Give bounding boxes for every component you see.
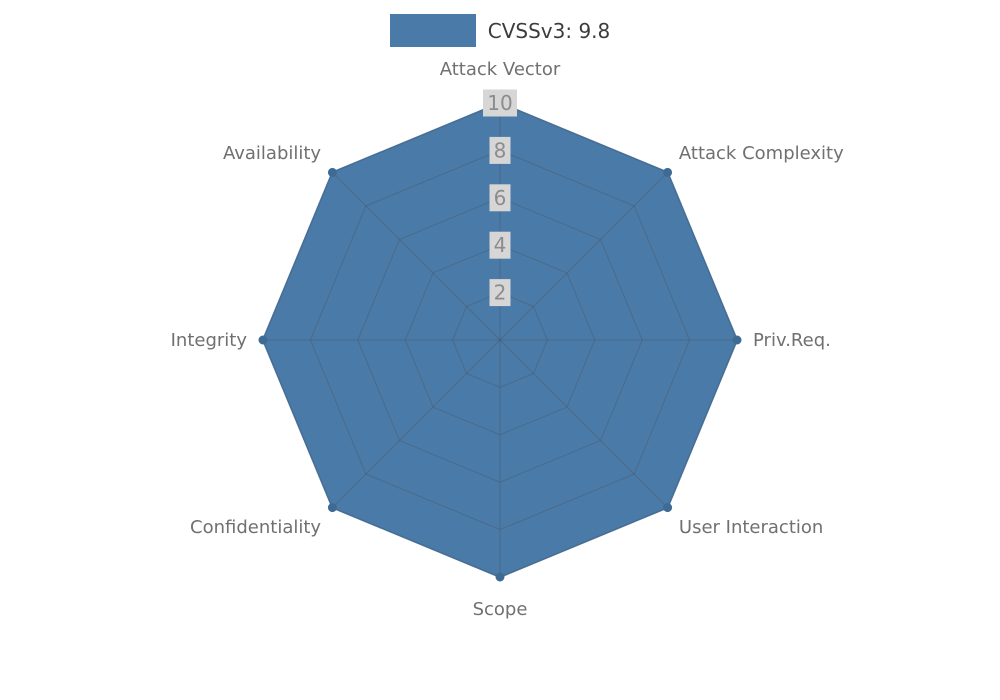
- tick-label-box: [489, 279, 511, 307]
- vertex-marker: [258, 335, 268, 345]
- axis-label-priv-req: Priv.Req.: [753, 330, 831, 351]
- tick-label-box: [489, 231, 511, 259]
- tick-label-8: 8: [494, 138, 507, 162]
- tick-label-2: 2: [494, 281, 507, 305]
- radar-axis-labels: Attack Vector Attack Complexity Priv.Req. U…: [171, 59, 844, 620]
- axis-label-attack-complexity: Attack Complexity: [679, 143, 844, 164]
- grid-spoke: [332, 339, 501, 508]
- radar-grid: [262, 102, 738, 578]
- grid-ring: [309, 149, 691, 531]
- tick-label-6: 6: [494, 186, 507, 210]
- vertex-marker: [327, 503, 337, 513]
- axis-label-user-interaction: User Interaction: [679, 517, 823, 538]
- tick-label-box: [483, 89, 517, 117]
- tick-label-box: [489, 184, 511, 212]
- tick-label-box: [489, 136, 511, 164]
- grid-ring: [404, 244, 596, 436]
- axis-label-integrity: Integrity: [171, 330, 248, 351]
- grid-spoke: [499, 172, 668, 341]
- axis-label-confidentiality: Confidentiality: [190, 517, 321, 538]
- grid-ring: [452, 292, 548, 388]
- tick-label-4: 4: [494, 233, 507, 257]
- radar-tick-labels: 2 4 6 8 10: [483, 89, 517, 307]
- vertex-marker: [663, 167, 673, 177]
- vertex-marker: [327, 167, 337, 177]
- tick-label-10: 10: [487, 91, 512, 115]
- axis-label-availability: Availability: [223, 143, 321, 164]
- grid-spoke: [332, 172, 501, 341]
- axis-label-attack-vector: Attack Vector: [440, 59, 561, 80]
- vertex-marker: [663, 503, 673, 513]
- vertex-marker: [732, 335, 742, 345]
- grid-ring: [357, 197, 643, 483]
- vertex-marker: [495, 572, 505, 582]
- grid-spoke: [499, 339, 668, 508]
- axis-label-scope: Scope: [473, 599, 528, 620]
